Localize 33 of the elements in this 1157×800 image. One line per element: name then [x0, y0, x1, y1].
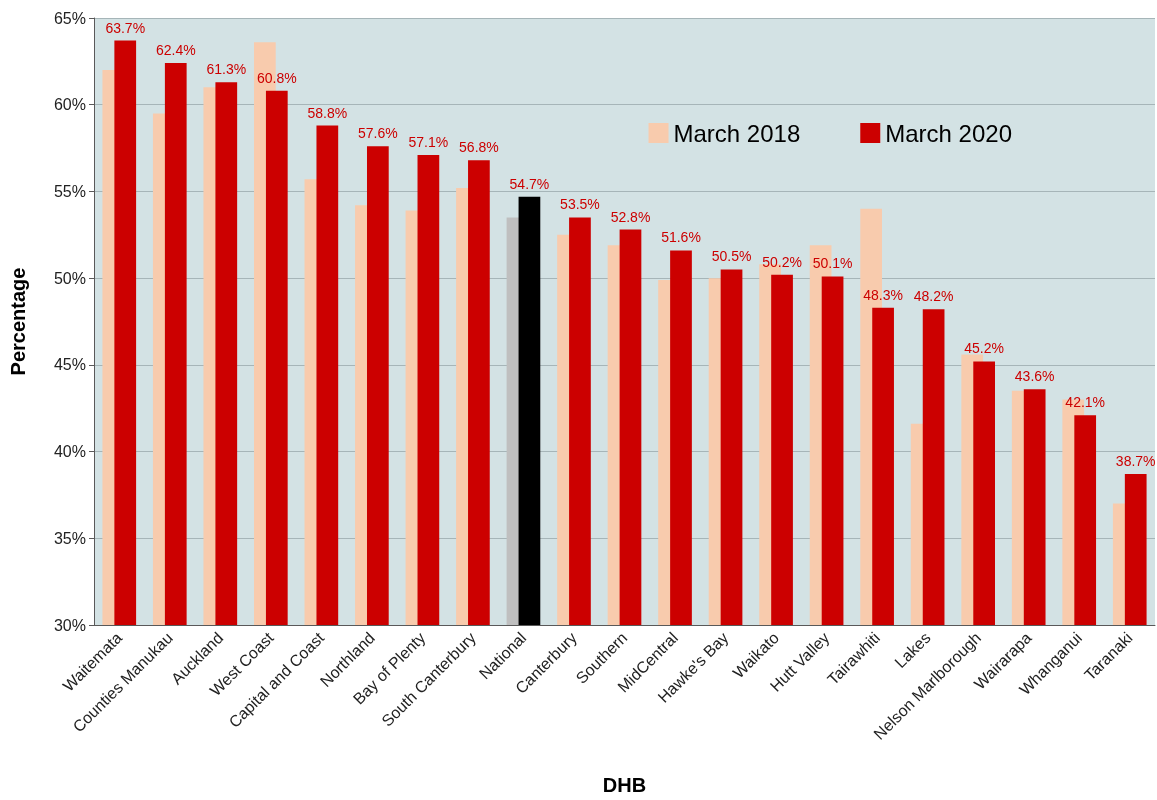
- data-label: 54.7%: [509, 175, 550, 192]
- y-tick-label: 65%: [53, 9, 86, 27]
- x-axis-title: DHB: [602, 774, 647, 796]
- y-tick-label: 35%: [53, 529, 86, 547]
- y-tick-label: 40%: [53, 443, 86, 461]
- data-label: 60.8%: [256, 69, 297, 86]
- legend-label: March 2018: [673, 119, 801, 147]
- data-label: 57.1%: [408, 134, 449, 151]
- y-tick-label: 30%: [53, 616, 86, 634]
- data-label: 56.8%: [459, 139, 499, 156]
- data-label: 52.8%: [610, 208, 651, 225]
- data-label: 50.1%: [812, 255, 853, 272]
- y-tick-label: 45%: [53, 356, 86, 374]
- y-axis-title: Percentage: [7, 267, 29, 376]
- data-label: 50.2%: [762, 253, 802, 270]
- data-label: 50.5%: [711, 248, 752, 265]
- data-label: 63.7%: [105, 19, 146, 36]
- y-tick-label: 55%: [53, 182, 86, 200]
- data-label: 48.3%: [863, 286, 903, 303]
- y-tick-label: 60%: [53, 96, 86, 114]
- data-label: 43.6%: [1014, 368, 1055, 385]
- data-label: 61.3%: [206, 61, 247, 78]
- data-label: 62.4%: [155, 42, 196, 59]
- data-label: 38.7%: [1115, 453, 1156, 470]
- legend-label: March 2020: [885, 119, 1013, 147]
- data-label: 48.2%: [913, 288, 954, 305]
- data-label: 42.1%: [1065, 394, 1106, 411]
- data-label: 51.6%: [661, 229, 701, 246]
- data-label: 45.2%: [964, 340, 1004, 357]
- data-label: 57.6%: [358, 125, 398, 142]
- data-label: 58.8%: [307, 104, 348, 121]
- data-label: 53.5%: [560, 196, 600, 213]
- y-tick-label: 50%: [53, 269, 86, 287]
